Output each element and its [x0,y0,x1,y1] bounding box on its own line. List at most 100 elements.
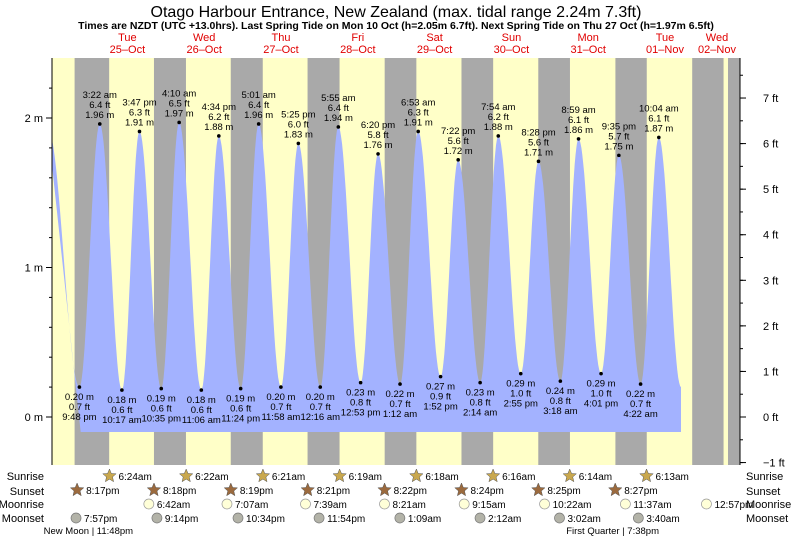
right-tick-label: −1 ft [763,458,785,470]
sunrise-time: 6:16am [502,472,535,483]
tide-time: 4:34 pm [202,102,236,113]
tide-height-ft: 6.4 ft [248,100,269,111]
tide-time: 5:25 pm [281,109,315,120]
high-tide-label: 5:01 am6.4 ft1.96 m [241,90,275,121]
night-band [728,58,740,465]
tide-height-ft: 6.3 ft [408,107,429,118]
tide-time: 4:10 am [162,88,196,99]
tide-height-ft: 0.8 ft [550,396,571,407]
tide-height-ft: 5.6 ft [528,137,549,148]
chart-title: Otago Harbour Entrance, New Zealand (max… [151,4,642,21]
day-name: Fri [351,32,364,44]
sunrise-icon [332,468,347,483]
tide-time: 9:48 pm [62,412,96,423]
day-date: 01–Nov [646,44,684,56]
high-tide-label: 6:20 pm5.8 ft1.76 m [361,120,395,151]
tide-time: 1:12 am [383,409,417,420]
moonset-time: 1:09am [408,514,441,525]
tide-height-m: 0.23 m [346,388,375,399]
day-name: Tue [118,32,137,44]
right-tick-label: 1 ft [763,366,778,378]
high-tide-label: 7:54 am6.2 ft1.88 m [481,102,515,133]
sunset-time: 8:19pm [240,486,273,497]
moon-phase-label: First Quarter | 7:38pm [566,526,659,537]
tide-time: 10:04 am [639,103,679,114]
high-tide-label: 5:25 pm6.0 ft1.83 m [281,109,315,140]
tide-time: 12:16 am [300,412,340,423]
sunrise-icon [409,468,424,483]
tide-height-ft: 6.5 ft [169,98,190,109]
tide-height-ft: 0.7 ft [389,399,410,410]
tide-time: 12:53 pm [341,408,381,419]
low-tide-point [120,388,124,392]
sunset-icon [69,482,85,497]
low-tide-label: 0.22 m0.7 ft4:22 am [623,389,657,420]
tide-time: 3:22 am [83,90,117,101]
moonset-time: 10:34pm [246,514,285,525]
tide-height-ft: 0.7 ft [69,402,90,413]
day-name: Sat [426,32,443,44]
tide-time: 4:01 pm [584,399,618,410]
sunset-icon [223,482,239,497]
tide-height-ft: 6.2 ft [488,112,509,123]
tide-height-ft: 5.8 ft [367,130,388,141]
tide-height-ft: 0.7 ft [630,399,651,410]
moonrise-icon [379,498,390,510]
tide-height-m: 1.88 m [484,122,513,133]
tide-height-ft: 0.6 ft [151,404,172,415]
high-tide-point [296,141,301,146]
tide-height-ft: 0.9 ft [430,392,451,403]
moonrise-time: 7:07am [235,500,268,511]
tide-height-m: 0.20 m [306,392,335,403]
moonset-icon [70,512,82,524]
sunset-time: 8:18pm [163,486,196,497]
chart-subtitle: Times are NZDT (UTC +13.0hrs). Last Spri… [78,20,714,32]
sunrise-icon [639,468,654,483]
low-tide-label: 0.24 m0.8 ft3:18 am [543,386,577,417]
day-date: 25–Oct [110,44,145,56]
moon-phase-label: New Moon | 11:48pm [44,526,134,537]
sunset-time: 8:25pm [547,486,580,497]
high-tide-point [576,137,581,141]
tide-height-m: 1.91 m [125,117,154,128]
sunrise-time: 6:22am [195,472,228,483]
tide-height-m: 0.23 m [466,388,495,399]
left-tick-label: 2 m [25,113,43,125]
low-tide-label: 0.22 m0.7 ft1:12 am [383,389,417,420]
tide-time: 11:58 am [261,412,300,423]
day-headers: Tue25–OctWed26–OctThu27–OctFri28–OctSat2… [110,32,737,56]
sunrise-time: 6:21am [272,472,305,483]
tide-height-m: 0.20 m [65,392,94,403]
tide-height-ft: 6.1 ft [648,113,669,124]
tide-height-ft: 6.3 ft [129,107,150,118]
day-name: Wed [706,32,728,44]
moonrise-time: 9:15am [472,500,505,511]
day-name: Wed [193,32,215,44]
tide-height-m: 0.20 m [266,392,295,403]
moonset-icon [232,512,244,524]
right-tick-label: 2 ft [763,321,778,333]
tide-height-ft: 0.6 ft [230,404,251,415]
tide-curve [52,122,681,432]
low-tide-label: 0.20 m0.7 ft9:48 pm [62,392,96,423]
sunset-time: 8:21pm [317,486,350,497]
left-tick-label: 1 m [25,263,43,275]
tide-height-m: 1.97 m [165,108,194,119]
tide-height-m: 0.29 m [506,379,535,390]
low-tide-point [238,386,243,391]
high-tide-point [137,129,142,134]
tide-labels: 0.20 m0.7 ft9:48 pm3:22 am6.4 ft1.96 m0.… [62,88,678,426]
tide-height-m: 0.22 m [626,389,655,400]
moonset-icon [474,512,486,524]
low-tide-point [638,382,643,386]
right-tick-label: 0 ft [763,412,778,424]
moonrise-icon [221,498,233,510]
right-tick-label: 5 ft [763,184,778,196]
day-name: Mon [577,32,598,44]
